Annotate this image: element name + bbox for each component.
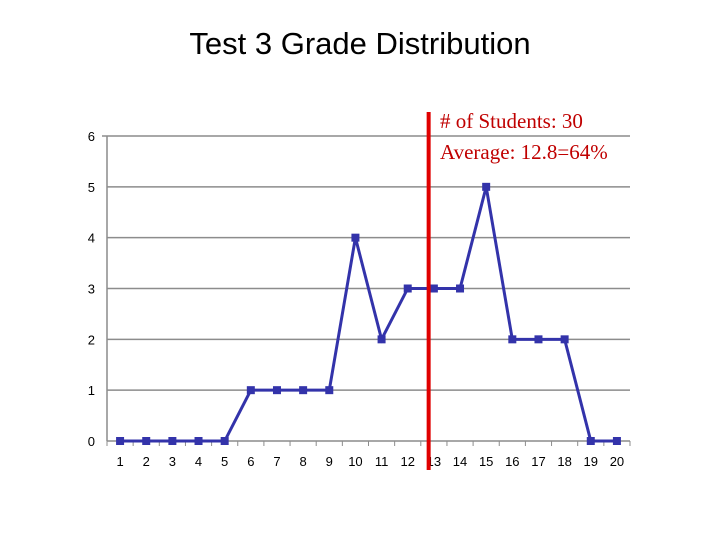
- y-tick-label: 3: [88, 282, 95, 297]
- x-tick-label: 8: [300, 454, 307, 469]
- series-layer: [116, 182, 621, 445]
- x-tick-label: 7: [273, 454, 280, 469]
- y-tick-labels: 0 1 2 3 4 5 6: [88, 129, 95, 449]
- data-point: [534, 335, 543, 344]
- data-point: [220, 437, 229, 445]
- data-point: [168, 437, 177, 445]
- x-tick-label: 1: [116, 454, 123, 469]
- annotation-average: Average: 12.8=64%: [440, 140, 608, 164]
- x-tick-label: 17: [531, 454, 545, 469]
- x-tick-label: 11: [375, 454, 389, 469]
- annotation: # of Students: 30 Average: 12.8=64%: [440, 109, 608, 164]
- x-tick-label: 18: [557, 454, 571, 469]
- y-tick-label: 4: [88, 231, 95, 246]
- x-tick-label: 10: [348, 454, 362, 469]
- x-tick-label: 6: [247, 454, 254, 469]
- gridlines: [107, 135, 630, 391]
- x-tick-label: 12: [400, 454, 414, 469]
- data-point: [299, 386, 308, 395]
- chart-title: Test 3 Grade Distribution: [189, 26, 531, 61]
- x-tick-label: 9: [326, 454, 333, 469]
- x-tick-label: 3: [169, 454, 176, 469]
- data-point: [560, 335, 569, 344]
- data-point: [456, 284, 465, 293]
- y-tick-label: 0: [88, 434, 95, 449]
- data-point: [482, 182, 491, 191]
- data-point: [194, 437, 203, 445]
- y-tick-label: 1: [88, 383, 95, 398]
- x-tick-label: 20: [610, 454, 624, 469]
- series-line: [120, 186, 617, 443]
- data-point: [142, 437, 151, 445]
- x-tick-label: 16: [505, 454, 519, 469]
- data-point: [377, 335, 386, 344]
- data-point: [612, 437, 621, 445]
- data-point: [351, 233, 360, 242]
- x-tick-label: 14: [453, 454, 467, 469]
- y-tick-label: 5: [88, 180, 95, 195]
- axes: [102, 135, 631, 446]
- data-point: [429, 284, 438, 293]
- data-point: [116, 437, 125, 445]
- data-point: [403, 284, 412, 293]
- x-tick-labels: 1 2 3 4 5 6 7 8 9 10 11 12 13 14 15 16 17 18 19 20: [116, 454, 624, 469]
- y-tick-label: 6: [88, 129, 95, 144]
- data-point: [246, 386, 255, 395]
- x-tick-label: 4: [195, 454, 202, 469]
- x-tick-label: 2: [143, 454, 150, 469]
- data-point: [508, 335, 517, 344]
- y-tick-label: 2: [88, 332, 95, 347]
- x-tick-label: 19: [584, 454, 598, 469]
- annotation-students: # of Students: 30: [440, 109, 583, 133]
- data-point: [272, 386, 281, 395]
- data-point: [325, 386, 334, 395]
- x-tick-label: 5: [221, 454, 228, 469]
- data-point: [586, 437, 595, 445]
- x-tick-label: 15: [479, 454, 493, 469]
